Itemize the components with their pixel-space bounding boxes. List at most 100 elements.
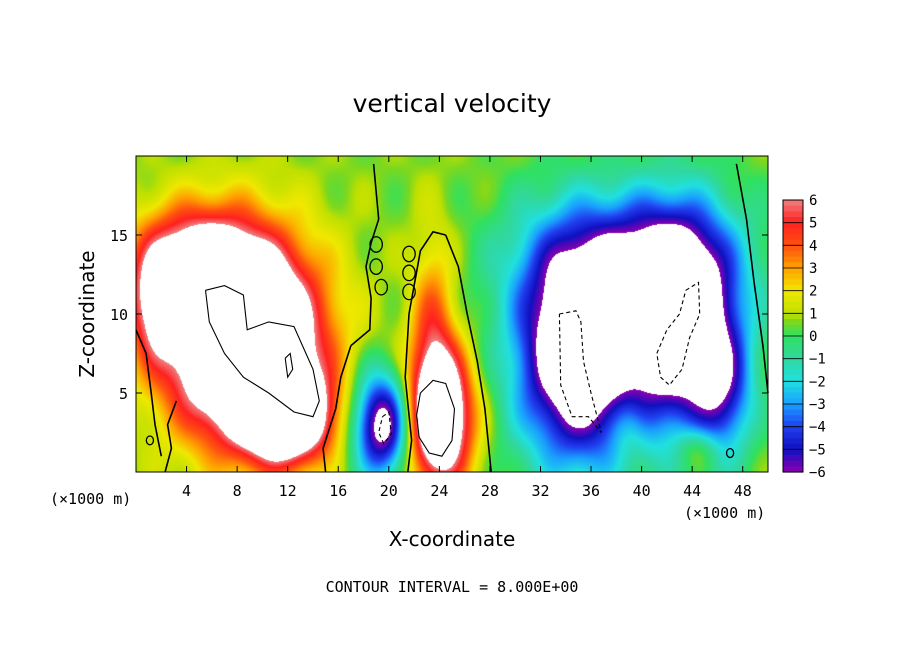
colorbar-swatch (783, 364, 803, 371)
colorbar-tick-label: 4 (809, 238, 817, 254)
colorbar-tick-labels: 6 5 4 3 2 1 0 −1 −2 −3 −4 −5 −6 (783, 193, 826, 481)
colorbar-swatch (783, 330, 803, 337)
colorbar-swatch (783, 449, 803, 456)
x-tick-label: 12 (279, 482, 297, 500)
colorbar-swatch (783, 432, 803, 439)
x-tick-label: 28 (481, 482, 499, 500)
colorbar-swatch (783, 279, 803, 286)
colorbar-tick-label: −5 (809, 442, 826, 458)
colorbar-swatch (783, 251, 803, 258)
colorbar-swatch (783, 387, 803, 394)
colorbar-tick-label: −3 (809, 397, 826, 413)
colorbar-swatch (783, 245, 803, 252)
colorbar-swatch (783, 307, 803, 314)
x-tick-label: 40 (633, 482, 651, 500)
x-tick-label: 44 (683, 482, 701, 500)
colorbar-swatch (783, 262, 803, 269)
y-axis-label: Z-coordinate (75, 250, 99, 377)
colorbar-tick-label: 2 (809, 284, 817, 300)
colorbar-swatch (783, 273, 803, 280)
contour-line-9 (416, 379, 456, 457)
x-tick-label: 4 (182, 482, 191, 500)
colorbar-swatch (783, 409, 803, 416)
y-tick-label: 5 (119, 385, 128, 403)
contour-line-10 (284, 352, 294, 379)
colorbar-swatch (783, 426, 803, 433)
colorbar-swatch (783, 398, 803, 405)
contour-layer (135, 163, 769, 473)
colorbar-tick-label: −1 (809, 352, 826, 368)
colorbar-swatch (783, 353, 803, 360)
contour-line-3 (322, 345, 352, 473)
colorbar-swatch (783, 211, 803, 218)
x-unit-left: (×1000 m) (50, 490, 131, 508)
colorbar-swatch (783, 466, 803, 473)
y-tick-label: 15 (110, 227, 128, 245)
colorbar-swatch (783, 375, 803, 382)
colorbar-swatch (783, 438, 803, 445)
contour-line-2 (164, 400, 178, 473)
colorbar-tick-label: 6 (809, 193, 817, 209)
colorbar-swatch (783, 285, 803, 292)
colorbar-swatch (783, 341, 803, 348)
colorbar-swatch (783, 404, 803, 411)
colorbar-swatch (783, 239, 803, 246)
colorbar-swatch (783, 256, 803, 263)
colorbar-swatch (783, 268, 803, 275)
colorbar-swatch (783, 296, 803, 303)
colorbar-swatch (783, 228, 803, 235)
x-unit-right: (×1000 m) (684, 504, 765, 522)
contour-line-6 (444, 234, 492, 473)
colorbar-swatch (783, 319, 803, 326)
colorbar-swatch (783, 415, 803, 422)
contour-line-13 (378, 410, 392, 445)
colorbar-swatch (783, 358, 803, 365)
y-tick-label: 10 (110, 306, 128, 324)
contour-line-5 (404, 230, 446, 473)
colorbar-swatch (783, 313, 803, 320)
colorbar-tick-label: 0 (809, 329, 817, 345)
colorbar-swatch (783, 455, 803, 462)
x-tick-label: 32 (531, 482, 549, 500)
colorbar-swatch (783, 421, 803, 428)
colorbar-swatch (783, 217, 803, 224)
y-axis-ticks: 5 10 15 (110, 227, 768, 403)
x-axis-label: X-coordinate (389, 527, 516, 551)
x-tick-label: 24 (430, 482, 448, 500)
contour-loop-6 (402, 283, 416, 301)
contour-line-8 (204, 285, 320, 418)
colorbar-swatch (783, 370, 803, 377)
contour-loop-2 (369, 258, 384, 275)
contour-loop-1 (369, 236, 384, 253)
colorbar-tick-label: −2 (809, 374, 826, 390)
x-tick-label: 48 (734, 482, 752, 500)
colorbar-tick-label: −4 (809, 420, 826, 436)
x-tick-label: 8 (233, 482, 242, 500)
colorbar-swatch (783, 336, 803, 343)
contour-interval-note: CONTOUR INTERVAL = 8.000E+00 (326, 578, 579, 596)
colorbar-swatch (783, 392, 803, 399)
contour-line-1 (135, 329, 163, 457)
colorbar-tick-label: −6 (809, 465, 826, 481)
contour-loop-8 (725, 447, 735, 459)
colorbar-swatch (783, 290, 803, 297)
contour-loop-3 (374, 278, 389, 296)
contour-line-12 (656, 281, 701, 386)
colorbar-swatch (783, 205, 803, 212)
contour-line-7 (735, 163, 769, 394)
colorbar-swatch (783, 347, 803, 354)
colorbar-swatch (783, 381, 803, 388)
colorbar-swatch (783, 324, 803, 331)
heatmap-field (136, 156, 768, 472)
x-tick-label: 20 (380, 482, 398, 500)
colorbar-swatch (783, 302, 803, 309)
colorbar-swatch (783, 234, 803, 241)
colorbar-swatch (783, 443, 803, 450)
colorbar-tick-label: 5 (809, 216, 817, 232)
contour-loop-5 (402, 264, 416, 282)
contour-loop-4 (402, 245, 416, 263)
contour-line-11 (558, 310, 602, 433)
colorbar-swatch (783, 460, 803, 467)
x-tick-label: 36 (582, 482, 600, 500)
colorbar-swatch (783, 222, 803, 229)
